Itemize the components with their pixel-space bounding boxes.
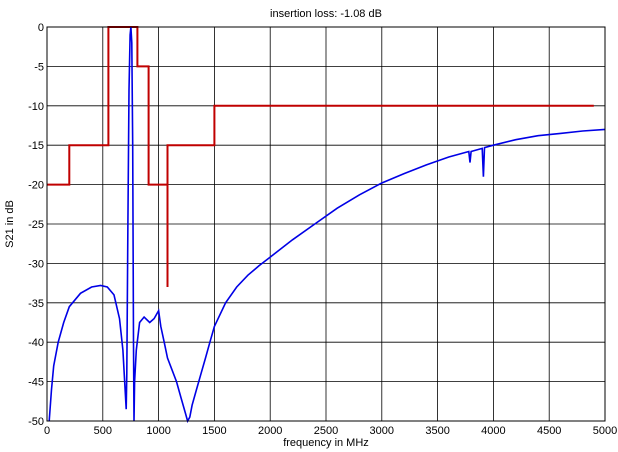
y-axis-label: S21 in dB xyxy=(4,200,16,248)
y-tick-label: 0 xyxy=(38,22,44,34)
y-tick-label: -30 xyxy=(28,258,44,270)
s21-response-line xyxy=(48,26,606,424)
y-tick-label: -50 xyxy=(28,416,44,428)
x-tick-label: 4500 xyxy=(537,425,561,437)
x-tick-label: 2500 xyxy=(314,425,338,437)
x-tick-label: 4000 xyxy=(481,425,505,437)
x-tick-label: 500 xyxy=(94,425,112,437)
y-tick-label: -35 xyxy=(28,298,44,310)
y-tick-label: -25 xyxy=(28,219,44,231)
y-tick-label: -10 xyxy=(28,101,44,113)
y-tick-label: -40 xyxy=(28,337,44,349)
x-tick-label: 1500 xyxy=(202,425,226,437)
series-group xyxy=(47,26,606,424)
plot-frame xyxy=(46,26,606,422)
x-tick-label: 5000 xyxy=(593,425,617,437)
mask-limit-line xyxy=(47,26,594,287)
x-tick-label: 3500 xyxy=(425,425,449,437)
chart-title: insertion loss: -1.08 dB xyxy=(270,8,382,20)
x-tick-label: 2000 xyxy=(258,425,282,437)
x-tick-labels: 0 500 1000 1500 2000 2500 3000 3500 4000 4500 5000 xyxy=(44,425,617,437)
x-tick-label: 1000 xyxy=(146,425,170,437)
x-tick-label: 0 xyxy=(44,425,50,437)
y-tick-label: -5 xyxy=(34,61,44,73)
y-tick-label: -45 xyxy=(28,377,44,389)
y-tick-label: -20 xyxy=(28,180,44,192)
x-axis-label: frequency in MHz xyxy=(283,437,369,449)
y-tick-label: -15 xyxy=(28,140,44,152)
x-tick-label: 3000 xyxy=(370,425,394,437)
y-tick-labels: 0 -5 -10 -15 -20 -25 -30 -35 -40 -45 -50 xyxy=(28,22,44,428)
